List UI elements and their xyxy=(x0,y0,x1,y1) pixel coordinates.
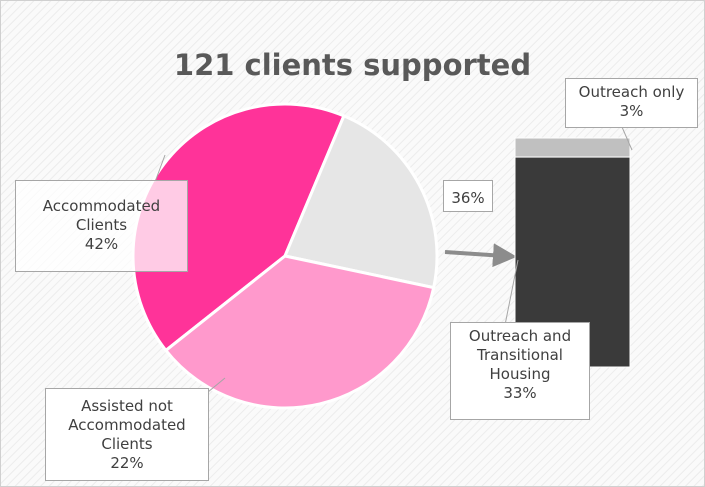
leader-line xyxy=(621,126,633,151)
label-value: 22% xyxy=(110,454,144,472)
leader-line xyxy=(207,377,226,393)
label-value: 36% xyxy=(451,189,485,207)
label-name: Accommodated Clients xyxy=(42,197,161,234)
data-label: Outreach and Transitional Housing 33% xyxy=(450,322,590,420)
label-name: Outreach only xyxy=(578,83,685,101)
label-value: 3% xyxy=(619,102,644,120)
leader-line xyxy=(504,259,519,326)
pie-slice xyxy=(131,102,346,353)
data-label: Assisted not Accommodated Clients 22% xyxy=(45,388,209,481)
label-value: 42% xyxy=(84,235,119,253)
data-label: Outreach only 3% xyxy=(565,78,698,128)
label-name: Assisted not Accommodated Clients xyxy=(68,397,186,453)
label-value: 33% xyxy=(503,384,537,402)
data-label: Accommodated Clients 42% xyxy=(15,180,188,272)
data-label: 36% xyxy=(443,180,493,212)
label-name: Outreach and Transitional Housing xyxy=(468,327,572,383)
bar-segment xyxy=(514,137,631,158)
pie-slice xyxy=(163,254,436,410)
chart-title: 121 clients supported xyxy=(173,48,532,82)
pie-slice xyxy=(282,113,439,290)
leader-line xyxy=(154,154,166,183)
arrow xyxy=(444,243,517,268)
